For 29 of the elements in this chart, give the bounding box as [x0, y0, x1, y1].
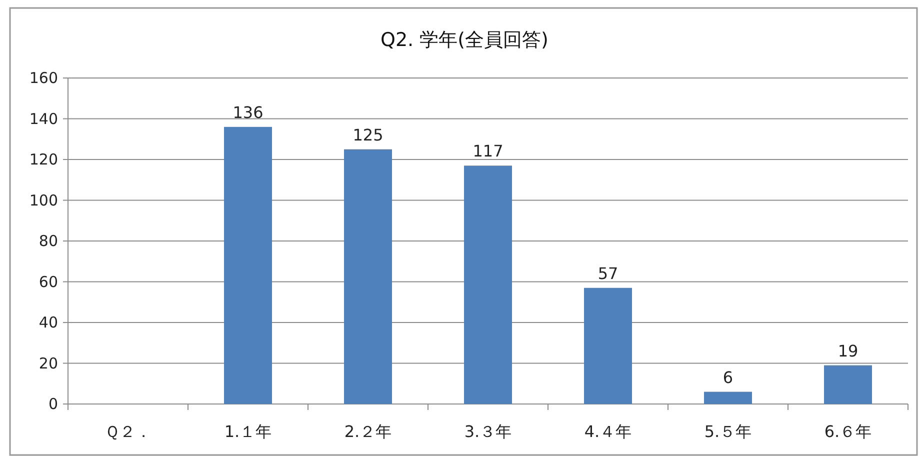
y-tick-label: 100 [29, 191, 58, 210]
y-tick-label: 120 [29, 150, 58, 168]
data-label: 125 [352, 125, 384, 144]
chart-title: Q2. 学年(全員回答) [380, 29, 548, 51]
y-tick-label: 0 [48, 395, 58, 413]
data-label: 136 [232, 102, 264, 122]
y-tick-label: 140 [29, 110, 58, 128]
data-label: 19 [838, 341, 858, 360]
x-tick-label: 5.５年 [704, 422, 752, 441]
bar [824, 365, 872, 404]
bar [464, 166, 512, 404]
bar [344, 149, 392, 404]
x-tick-label: 1.１年 [224, 422, 272, 441]
y-tick-label: 160 [29, 69, 58, 87]
data-label: 6 [722, 368, 734, 387]
y-tick-label: 20 [38, 354, 58, 372]
data-label: 57 [598, 264, 618, 283]
y-tick-label: 60 [38, 272, 58, 291]
y-tick-label: 80 [38, 232, 58, 250]
bar [584, 288, 632, 404]
data-label: 117 [472, 142, 504, 161]
x-tick-label: 2.２年 [344, 422, 392, 441]
x-tick-label: Ｑ２． [104, 422, 152, 441]
x-tick-label: 6.６年 [824, 422, 872, 441]
x-tick-label: 3.３年 [464, 422, 512, 441]
bar [704, 392, 752, 404]
x-tick-label: 4.４年 [584, 422, 632, 441]
bar [224, 126, 272, 404]
y-tick-label: 40 [38, 314, 58, 332]
